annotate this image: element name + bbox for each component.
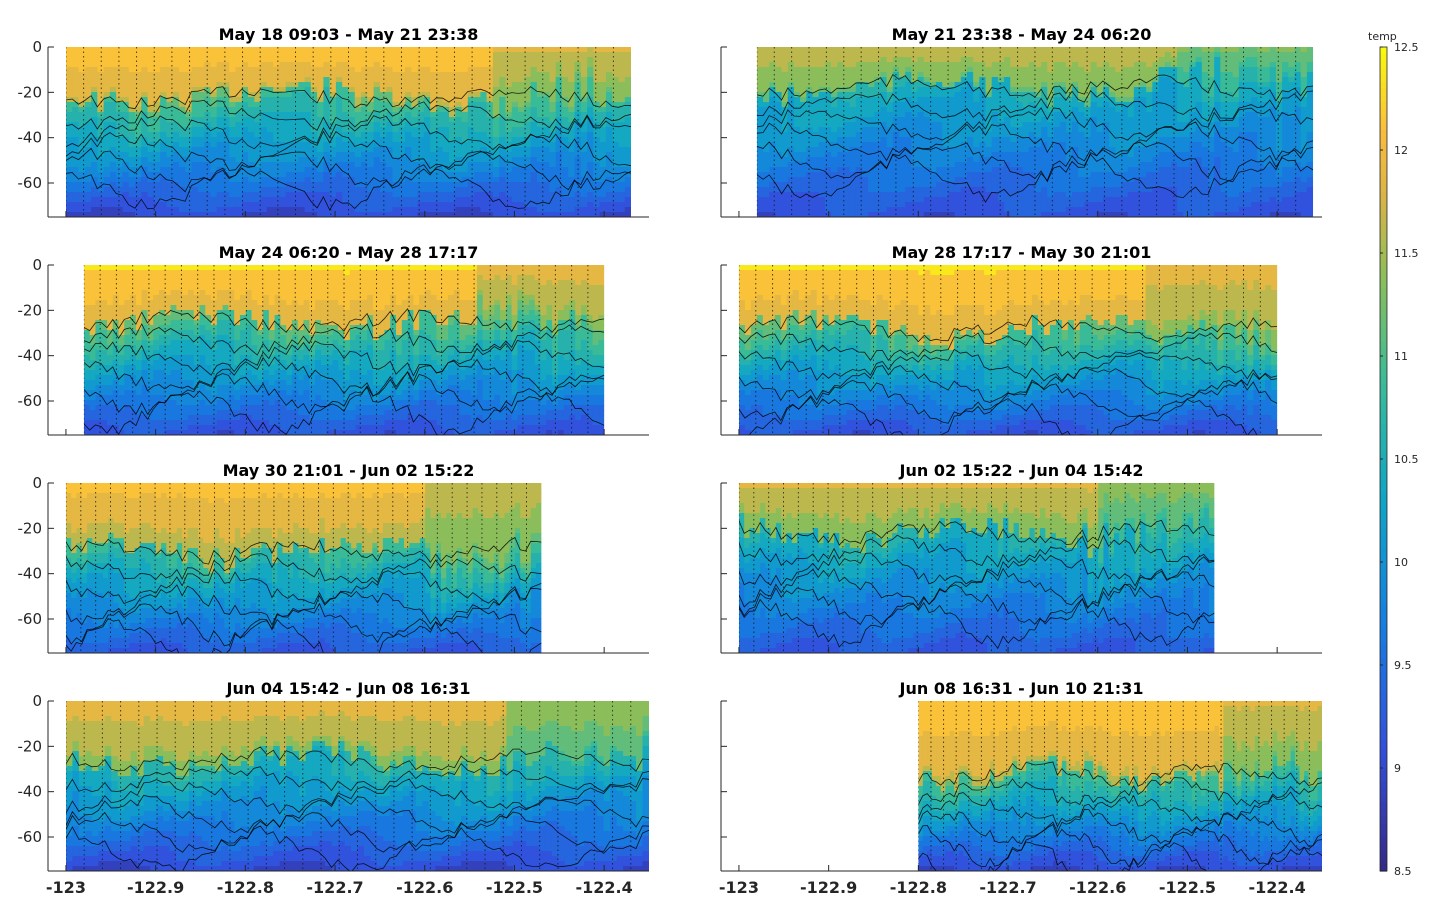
y-tick-label: -40 [18, 347, 43, 365]
x-tick-label: -122.6 [396, 878, 453, 897]
y-tick-label: -40 [18, 783, 43, 801]
y-tick-label: 0 [32, 474, 42, 492]
panel-title: May 21 23:38 - May 24 06:20 [892, 25, 1152, 44]
panel-title: Jun 08 16:31 - Jun 10 21:31 [899, 679, 1144, 698]
colorbar-label: temp [1368, 30, 1397, 43]
x-tick-label: -123 [46, 878, 86, 897]
panel-title: May 24 06:20 - May 28 17:17 [219, 243, 479, 262]
x-tick-label: -122.4 [1249, 878, 1306, 897]
temperature-field [65, 483, 542, 653]
colorbar-tick-label: 10.5 [1394, 453, 1419, 466]
panel-title: May 28 17:17 - May 30 21:01 [892, 243, 1152, 262]
y-tick-label: -40 [18, 129, 43, 147]
y-tick-label: -20 [18, 83, 43, 101]
x-tick-label: -122.4 [576, 878, 633, 897]
temperature-field [918, 701, 1322, 871]
y-tick-label: -60 [18, 392, 43, 410]
x-tick-label: -122.6 [1069, 878, 1126, 897]
y-tick-label: 0 [32, 692, 42, 710]
x-axis-labels: -123 -122.9 -122.8 -122.7 -122.6 -122.5 -122.4… [46, 878, 1306, 897]
panel-1: May 18 09:03 - May 21 23:38 0 -20 -40 -60 [18, 25, 649, 218]
x-tick-label: -122.5 [1159, 878, 1216, 897]
temperature-field [65, 47, 632, 217]
temperature-field [83, 265, 605, 435]
y-tick-label: -40 [18, 565, 43, 583]
panel-8: Jun 08 16:31 - Jun 10 21:31 [720, 679, 1322, 872]
temperature-field [756, 47, 1314, 217]
colorbar-tick-label: 8.5 [1394, 865, 1412, 878]
colorbar-tick-label: 11 [1394, 350, 1408, 363]
x-tick-label: -123 [719, 878, 759, 897]
x-tick-label: -122.8 [890, 878, 947, 897]
x-tick-label: -122.7 [306, 878, 363, 897]
colorbar-tick-label: 12 [1394, 144, 1408, 157]
y-tick-label: -60 [18, 610, 43, 628]
x-tick-label: -122.8 [217, 878, 274, 897]
temperature-field [65, 701, 649, 871]
x-tick-label: -122.9 [127, 878, 184, 897]
colorbar-tick-label: 10 [1394, 556, 1408, 569]
y-tick-label: -20 [18, 301, 43, 319]
y-tick-label: 0 [32, 256, 42, 274]
y-tick-label: -20 [18, 737, 43, 755]
panel-2: May 21 23:38 - May 24 06:20 [720, 25, 1322, 218]
panel-3: May 24 06:20 - May 28 17:17 0 -20 -40 -60 [18, 243, 649, 436]
y-tick-label: 0 [32, 38, 42, 56]
panel-title: May 18 09:03 - May 21 23:38 [219, 25, 479, 44]
colorbar-tick-label: 12.5 [1394, 41, 1419, 54]
panel-title: May 30 21:01 - Jun 02 15:22 [223, 461, 475, 480]
panel-6: Jun 02 15:22 - Jun 04 15:42 [720, 461, 1322, 654]
panel-title: Jun 04 15:42 - Jun 08 16:31 [226, 679, 471, 698]
x-tick-label: -122.9 [800, 878, 857, 897]
panel-4: May 28 17:17 - May 30 21:01 [720, 243, 1322, 436]
x-tick-label: -122.5 [486, 878, 543, 897]
x-tick-label: -122.7 [979, 878, 1036, 897]
y-tick-label: -60 [18, 174, 43, 192]
panels-group: May 18 09:03 - May 21 23:380-20-40-60May… [18, 25, 1322, 872]
panel-7: Jun 04 15:42 - Jun 08 16:31 0 -20 -40 -60 [18, 679, 649, 872]
colorbar-tick-label: 11.5 [1394, 247, 1419, 260]
temperature-field [738, 265, 1278, 435]
y-tick-label: -20 [18, 519, 43, 537]
panel-title: Jun 02 15:22 - Jun 04 15:42 [899, 461, 1144, 480]
colorbar-tick-label: 9.5 [1394, 659, 1412, 672]
panel-5: May 30 21:01 - Jun 02 15:22 0 -20 -40 -60 [18, 461, 649, 654]
temperature-field [738, 483, 1215, 653]
y-tick-label: -60 [18, 828, 43, 846]
colorbar-tick-label: 9 [1394, 762, 1401, 775]
